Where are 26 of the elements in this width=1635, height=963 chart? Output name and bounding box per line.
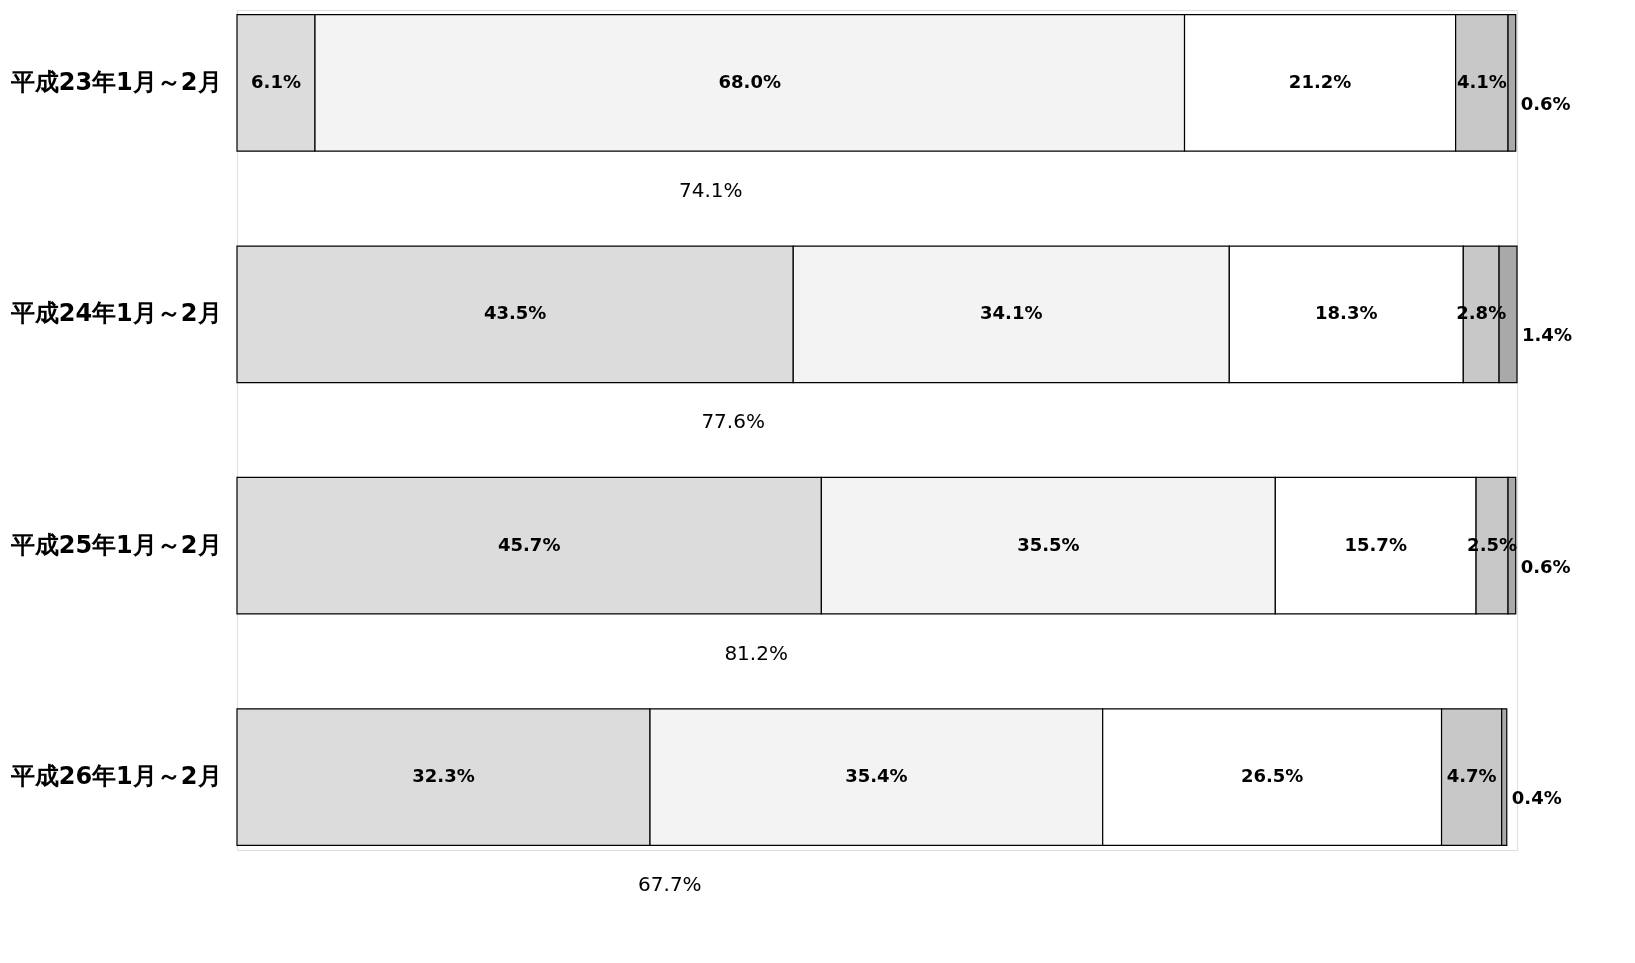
- data-label: 45.7%: [497, 533, 561, 555]
- annotation: 74.1%: [678, 177, 743, 202]
- data-label: 0.6%: [1520, 555, 1571, 577]
- y-tick-label: 平成24年1月～2月: [9, 299, 222, 328]
- data-label: 6.1%: [251, 70, 301, 92]
- data-label: 4.7%: [1446, 765, 1497, 787]
- data-label: 35.4%: [845, 765, 908, 787]
- y-tick-label: 平成25年1月～2月: [9, 530, 222, 559]
- data-label: 34.1%: [980, 302, 1043, 324]
- data-label: 32.3%: [412, 765, 475, 787]
- data-label: 68.0%: [718, 70, 781, 92]
- data-label: 0.6%: [1520, 92, 1571, 114]
- data-label: 43.5%: [483, 302, 547, 324]
- data-label: 15.7%: [1344, 533, 1407, 555]
- annotation: 81.2%: [724, 640, 788, 665]
- data-label: 18.3%: [1315, 302, 1378, 324]
- data-label: 35.5%: [1017, 533, 1080, 555]
- data-label: 21.2%: [1288, 70, 1352, 92]
- annotation: 77.6%: [701, 409, 765, 434]
- y-tick-label: 平成23年1月～2月: [9, 67, 222, 96]
- data-label: 4.1%: [1456, 70, 1507, 92]
- data-label: 1.4%: [1522, 324, 1572, 346]
- data-label: 26.5%: [1240, 765, 1304, 787]
- y-tick-label: 平成26年1月～2月: [9, 762, 222, 791]
- data-label: 0.4%: [1511, 787, 1562, 809]
- text: 67.7%: [638, 872, 702, 897]
